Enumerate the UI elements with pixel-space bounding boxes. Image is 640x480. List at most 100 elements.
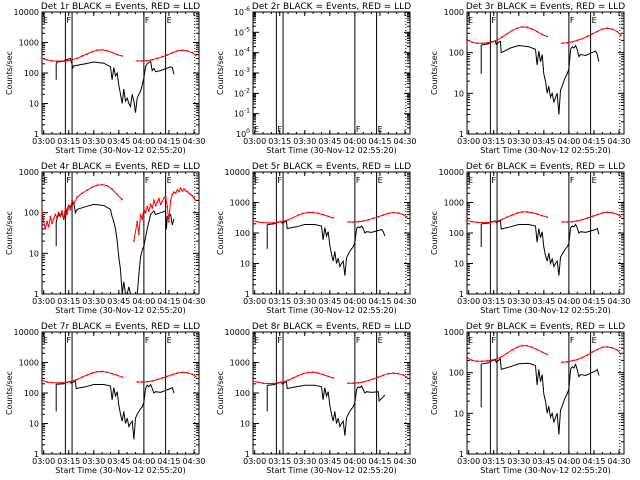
marker-flag-F: F: [491, 336, 496, 345]
lld-series-line: [252, 371, 334, 384]
y-tick-label: 10-3: [234, 67, 250, 78]
x-tick-label: 03:15: [482, 297, 505, 306]
y-tick-label: 100: [24, 209, 39, 218]
marker-flag-E: E: [167, 176, 172, 185]
y-axis-label: Counts/sec: [430, 51, 439, 95]
x-axis-label: Start Time (30-Nov-12 02:55:20): [266, 146, 396, 155]
lld-series-line: [348, 211, 407, 223]
x-tick-label: 03:00: [457, 457, 480, 466]
panel-3: Det 3r BLACK = Events, RED = LLD 1 10 100 10…: [430, 2, 631, 155]
y-tick-label: 10: [29, 100, 39, 109]
y-axis-label: Counts/sec: [216, 51, 225, 95]
y-tick-label: 1000: [19, 168, 39, 177]
y-tick-label: 100: [24, 389, 39, 398]
marker-flag-E: E: [43, 176, 48, 185]
x-tick-label: 04:30: [393, 297, 416, 306]
panel-title: Det 9r BLACK = Events, RED = LLD: [466, 322, 625, 332]
x-axis-label: Start Time (30-Nov-12 02:55:20): [55, 466, 185, 475]
x-tick-label: 03:45: [532, 297, 555, 306]
marker-flag-F: F: [356, 125, 361, 134]
y-tick-label: 10-2: [234, 87, 250, 98]
panel-1: Det 1r BLACK = Events, RED = LLD 1 10 100 10…: [5, 2, 206, 155]
y-tick-label: 100: [235, 229, 250, 238]
y-tick-exponent: -1: [244, 108, 250, 115]
x-tick-label: 03:30: [82, 297, 105, 306]
x-tick-label: 04:15: [157, 457, 180, 466]
x-tick-label: 04:00: [557, 297, 580, 306]
x-tick-label: 03:00: [32, 457, 55, 466]
lld-series-line: [252, 212, 334, 224]
lld-series-line: [466, 345, 548, 362]
marker-flag-F: F: [356, 176, 361, 185]
marker-flag-F: F: [570, 176, 575, 185]
panel-title: Det 7r BLACK = Events, RED = LLD: [41, 322, 200, 332]
lld-series-line: [137, 371, 196, 383]
panel-4: Det 4r BLACK = Events, RED = LLD 1 10 100 10…: [5, 162, 206, 315]
y-tick-label: 10000: [225, 168, 250, 177]
panel-6: Det 6r BLACK = Events, RED = LLD 1 10 100 10…: [430, 162, 631, 315]
plot-frame: [41, 171, 200, 295]
x-tick-label: 04:30: [607, 297, 630, 306]
y-tick-label: 1: [459, 130, 464, 139]
x-tick-label: 03:15: [268, 297, 291, 306]
y-tick-exponent: 0: [246, 128, 250, 135]
marker-flag-F: F: [570, 16, 575, 25]
marker-flag-E: E: [254, 125, 259, 134]
y-tick-label: 1000: [444, 199, 464, 208]
y-tick-label: 100: [449, 49, 464, 58]
y-tick-exponent: -2: [244, 87, 250, 94]
y-tick-label: 1000: [444, 328, 464, 337]
panel-7: Det 7r BLACK = Events, RED = LLD 1 10 100 10…: [5, 322, 206, 475]
events-series-line: [480, 219, 600, 276]
panel-8: Det 8r BLACK = Events, RED = LLD 1 10 100 10…: [216, 322, 417, 475]
lld-series-line: [348, 372, 407, 384]
y-tick-label: 1: [459, 290, 464, 299]
marker-flag-E: E: [468, 16, 473, 25]
y-tick-label: 100: [24, 69, 39, 78]
marker-flag-F: F: [277, 176, 282, 185]
y-tick-label: 100: [235, 389, 250, 398]
marker-flag-F: F: [277, 336, 282, 345]
x-tick-label: 04:00: [343, 297, 366, 306]
x-tick-label: 03:30: [507, 297, 530, 306]
x-tick-label: 03:30: [82, 457, 105, 466]
panel-title: Det 4r BLACK = Events, RED = LLD: [41, 162, 200, 172]
y-axis-label: Counts/sec: [216, 371, 225, 415]
marker-flag-E: E: [254, 336, 259, 345]
panel-title: Det 6r BLACK = Events, RED = LLD: [466, 162, 625, 172]
lld-series-line: [466, 26, 548, 44]
y-tick-label: 1000: [230, 359, 250, 368]
x-tick-label: 04:15: [157, 297, 180, 306]
y-tick-label: 10: [29, 249, 39, 258]
x-axis-label: Start Time (30-Nov-12 02:55:20): [266, 306, 396, 315]
x-tick-label: 04:30: [393, 457, 416, 466]
y-tick-label: 1: [245, 450, 250, 459]
x-tick-label: 03:30: [293, 457, 316, 466]
y-tick-label: 1: [245, 290, 250, 299]
y-axis-label: Counts/sec: [430, 211, 439, 255]
x-tick-label: 04:00: [132, 457, 155, 466]
y-axis-label: Counts/sec: [5, 211, 14, 255]
x-tick-label: 03:15: [57, 297, 80, 306]
y-tick-label: 1000: [444, 8, 464, 17]
x-tick-label: 04:30: [607, 137, 630, 146]
x-axis-label: Start Time (30-Nov-12 02:55:20): [480, 466, 610, 475]
x-tick-label: 04:30: [393, 137, 416, 146]
x-tick-label: 03:00: [457, 297, 480, 306]
x-tick-label: 03:15: [482, 457, 505, 466]
marker-flag-E: E: [592, 336, 597, 345]
marker-flag-E: E: [378, 125, 383, 134]
marker-flag-F: F: [66, 16, 71, 25]
x-tick-label: 03:45: [318, 297, 341, 306]
y-tick-label: 10: [454, 409, 464, 418]
plot-frame: [466, 11, 625, 135]
x-axis-label: Start Time (30-Nov-12 02:55:20): [266, 466, 396, 475]
panel-title: Det 1r BLACK = Events, RED = LLD: [41, 2, 200, 12]
y-tick-label: 100: [449, 369, 464, 378]
events-series-line: [55, 201, 175, 295]
x-tick-label: 04:15: [157, 137, 180, 146]
x-tick-label: 04:15: [582, 137, 605, 146]
y-tick-label: 10: [454, 89, 464, 98]
y-tick-label: 10-4: [234, 47, 250, 58]
